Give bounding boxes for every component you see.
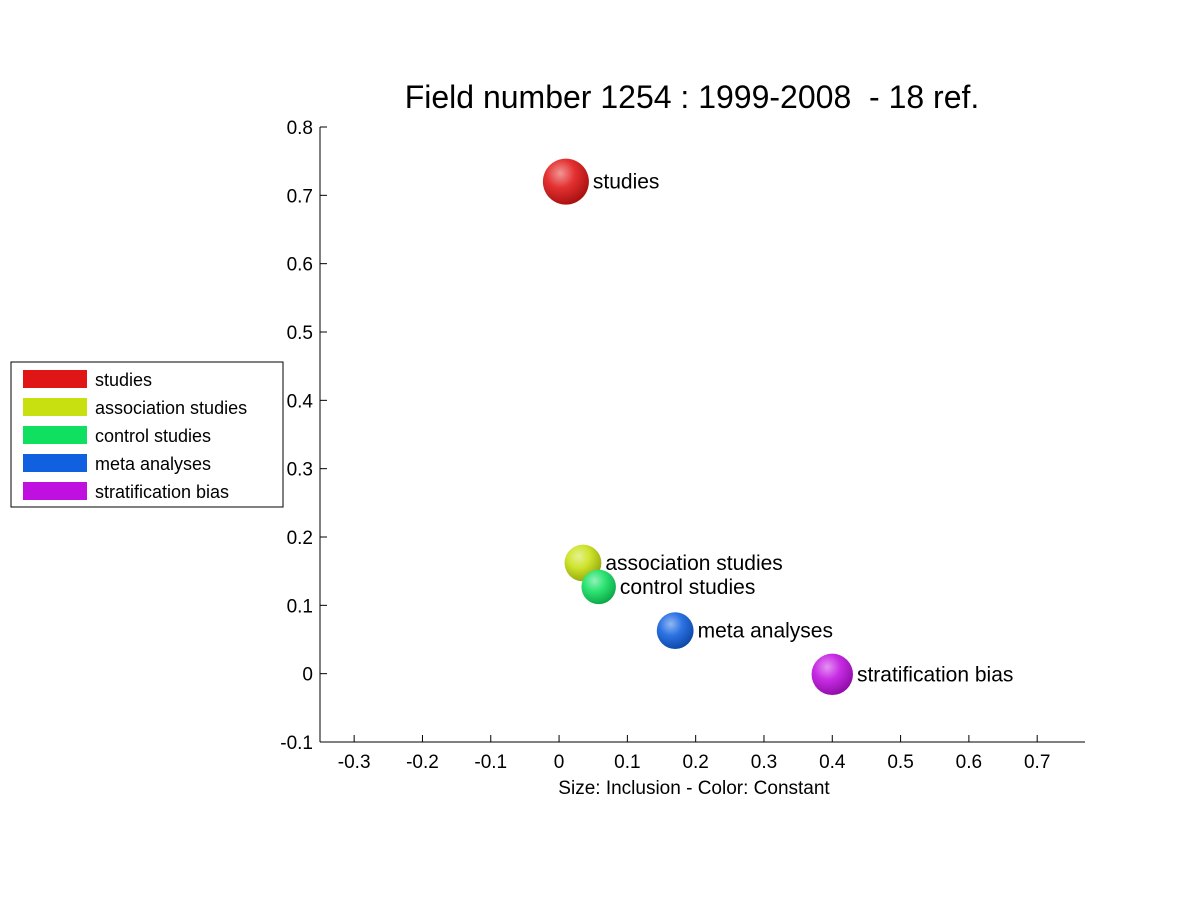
y-tick-label: 0.1: [287, 596, 313, 617]
x-tick-label: -0.3: [338, 752, 371, 773]
legend-swatch: [23, 370, 87, 388]
x-axis-label: Size: Inclusion - Color: Constant: [558, 778, 830, 799]
y-tick-label: 0.4: [287, 391, 314, 412]
y-tick-label: -0.1: [280, 733, 313, 754]
legend-label: meta analyses: [95, 454, 211, 474]
y-tick-label: 0.8: [287, 118, 313, 139]
data-point-label: stratification bias: [857, 663, 1013, 686]
legend-label: control studies: [95, 426, 211, 446]
data-point: [656, 612, 694, 650]
x-tick-label: 0.6: [956, 752, 982, 773]
x-tick-label: 0.2: [682, 752, 708, 773]
y-tick-label: 0.2: [287, 528, 313, 549]
x-tick-label: 0.1: [614, 752, 640, 773]
data-point-label: meta analyses: [698, 620, 833, 643]
legend-label: studies: [95, 370, 152, 390]
legend-swatch: [23, 398, 87, 416]
x-tick-label: 0: [554, 752, 565, 773]
x-tick-label: -0.1: [474, 752, 507, 773]
legend-swatch: [23, 454, 87, 472]
axes: -0.1 0 0.1 0.2 0.3 0.4 0.5 0.6 0.7 0.8 -0.3 -0.2 -0.…: [280, 118, 1085, 773]
y-tick-label: 0.6: [287, 255, 313, 276]
x-tick-label: 0.7: [1024, 752, 1050, 773]
data-point: [542, 158, 589, 205]
legend-swatch: [23, 426, 87, 444]
y-tick-label: 0.5: [287, 323, 313, 344]
data-point: [581, 569, 616, 605]
legend-swatch: [23, 482, 87, 500]
data-point: [811, 653, 853, 696]
x-tick-label: 0.3: [751, 752, 777, 773]
x-tick-label: 0.5: [887, 752, 913, 773]
x-tick-label: -0.2: [406, 752, 439, 773]
y-tick-label: 0.7: [287, 186, 313, 207]
legend-label: stratification bias: [95, 482, 229, 502]
data-point-label: association studies: [605, 552, 782, 575]
data-point-label: control studies: [620, 576, 755, 599]
chart-title: Field number 1254 : 1999-2008 - 18 ref.: [405, 79, 980, 115]
y-tick-label: 0.3: [287, 460, 313, 481]
y-tick-label: 0: [302, 665, 313, 686]
legend-label: association studies: [95, 398, 247, 418]
legend: studies association studies control studie…: [10, 361, 284, 508]
data-point-label: studies: [593, 171, 660, 194]
x-tick-label: 0.4: [819, 752, 846, 773]
